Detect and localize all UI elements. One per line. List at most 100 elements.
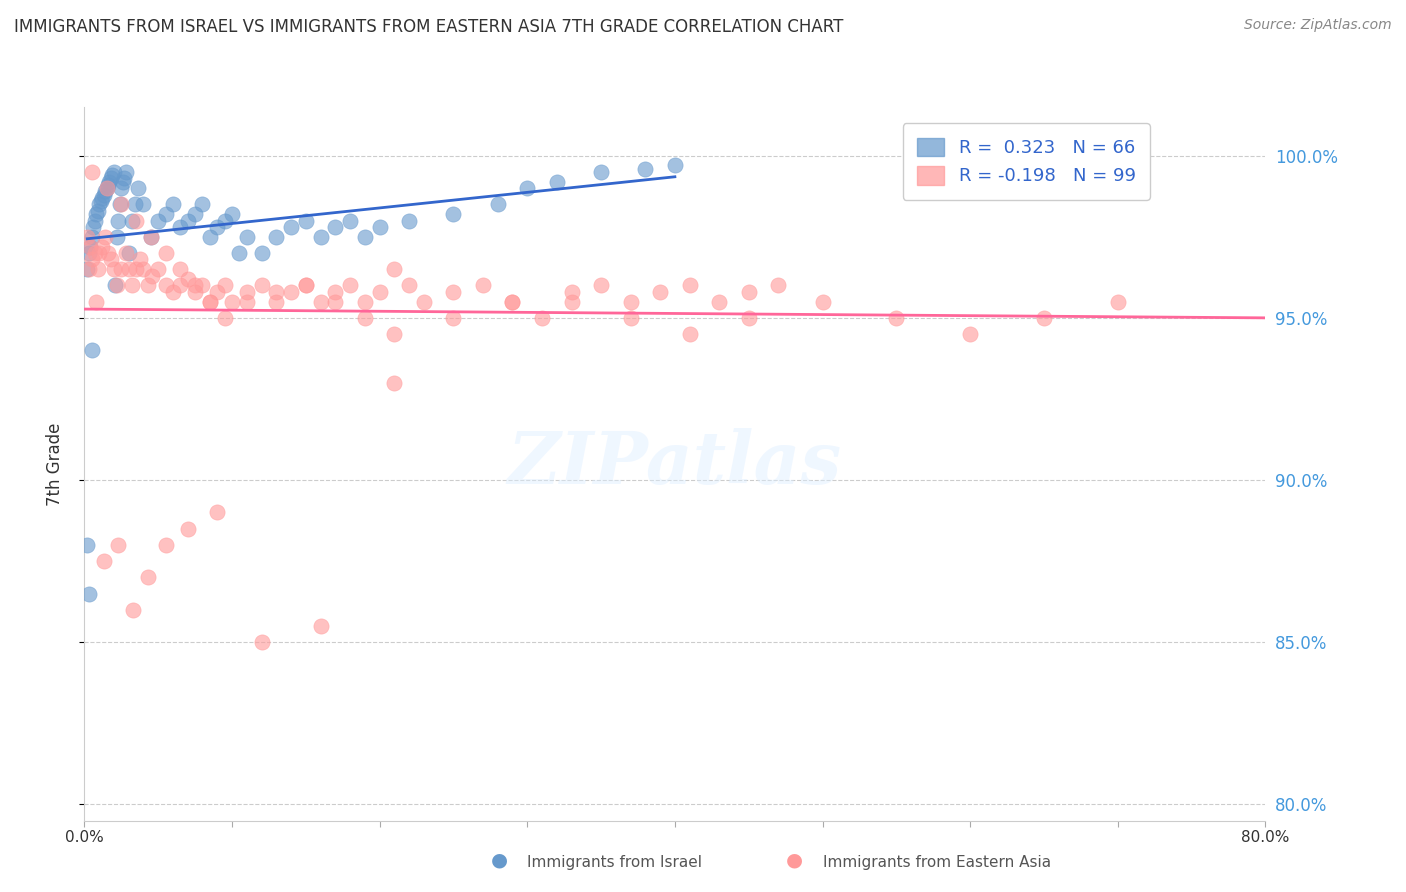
Point	[382, 376, 406, 390]
Point	[368, 220, 391, 235]
Point	[214, 213, 236, 227]
Point	[295, 278, 318, 293]
Point	[80, 252, 103, 267]
Point	[339, 213, 361, 227]
Point	[486, 197, 509, 211]
Point	[84, 294, 107, 309]
Point	[105, 278, 128, 293]
Point	[80, 229, 103, 244]
Point	[93, 187, 115, 202]
Point	[368, 285, 391, 299]
Point	[472, 278, 495, 293]
Point	[591, 165, 613, 179]
Point	[441, 207, 464, 221]
Point	[280, 285, 302, 299]
Text: Immigrants from Eastern Asia: Immigrants from Eastern Asia	[823, 855, 1050, 870]
Point	[162, 197, 184, 211]
Point	[89, 246, 111, 260]
Legend: R =  0.323   N = 66, R = -0.198   N = 99: R = 0.323 N = 66, R = -0.198 N = 99	[903, 123, 1150, 200]
Point	[76, 538, 98, 552]
Text: 80.0%: 80.0%	[1241, 830, 1289, 846]
Point	[83, 246, 105, 260]
Point	[124, 197, 146, 211]
Point	[205, 220, 228, 235]
Point	[96, 181, 118, 195]
Point	[76, 262, 98, 277]
Point	[295, 278, 318, 293]
Point	[1107, 294, 1129, 309]
Point	[94, 185, 117, 199]
Point	[198, 294, 221, 309]
Point	[101, 168, 124, 182]
Point	[811, 294, 834, 309]
Point	[205, 506, 228, 520]
Point	[98, 175, 121, 189]
Point	[250, 246, 273, 260]
Point	[413, 294, 436, 309]
Point	[84, 207, 107, 221]
Point	[77, 586, 100, 600]
Point	[155, 207, 177, 221]
Point	[738, 285, 761, 299]
Text: ●: ●	[786, 851, 803, 870]
Point	[77, 246, 100, 260]
Point	[886, 310, 908, 325]
Point	[132, 197, 155, 211]
Point	[619, 294, 641, 309]
Point	[236, 229, 259, 244]
Point	[100, 252, 122, 267]
Point	[110, 181, 132, 195]
Point	[191, 197, 214, 211]
Point	[354, 310, 377, 325]
Point	[678, 278, 700, 293]
Point	[228, 246, 250, 260]
Point	[184, 285, 207, 299]
Point	[664, 158, 686, 172]
Point	[155, 278, 177, 293]
Point	[709, 294, 731, 309]
Point	[177, 272, 200, 286]
Point	[96, 181, 118, 195]
Text: IMMIGRANTS FROM ISRAEL VS IMMIGRANTS FROM EASTERN ASIA 7TH GRADE CORRELATION CHA: IMMIGRANTS FROM ISRAEL VS IMMIGRANTS FRO…	[14, 18, 844, 36]
Point	[1032, 310, 1054, 325]
Point	[90, 194, 112, 208]
Point	[214, 310, 236, 325]
Point	[108, 197, 131, 211]
Point	[619, 310, 641, 325]
Point	[169, 278, 191, 293]
Point	[339, 278, 361, 293]
Point	[100, 171, 122, 186]
Point	[501, 294, 523, 309]
Point	[177, 522, 200, 536]
Point	[121, 278, 143, 293]
Point	[398, 213, 420, 227]
Point	[80, 343, 103, 358]
Point	[129, 252, 152, 267]
Point	[83, 213, 105, 227]
Point	[110, 262, 132, 277]
Point	[148, 262, 170, 277]
Point	[546, 175, 568, 189]
Point	[530, 310, 553, 325]
Point	[105, 229, 128, 244]
Point	[125, 262, 148, 277]
Point	[634, 161, 657, 176]
Point	[94, 229, 117, 244]
Y-axis label: 7th Grade: 7th Grade	[45, 422, 63, 506]
Point	[236, 294, 259, 309]
Point	[136, 570, 159, 584]
Point	[97, 178, 120, 192]
Point	[309, 294, 332, 309]
Point	[560, 285, 583, 299]
Point	[169, 262, 191, 277]
Point	[323, 294, 347, 309]
Point	[86, 262, 108, 277]
Point	[80, 165, 103, 179]
Text: ZIPatlas: ZIPatlas	[508, 428, 842, 500]
Point	[309, 619, 332, 633]
Point	[122, 603, 145, 617]
Point	[97, 246, 120, 260]
Point	[264, 294, 288, 309]
Point	[132, 262, 155, 277]
Point	[82, 220, 104, 235]
